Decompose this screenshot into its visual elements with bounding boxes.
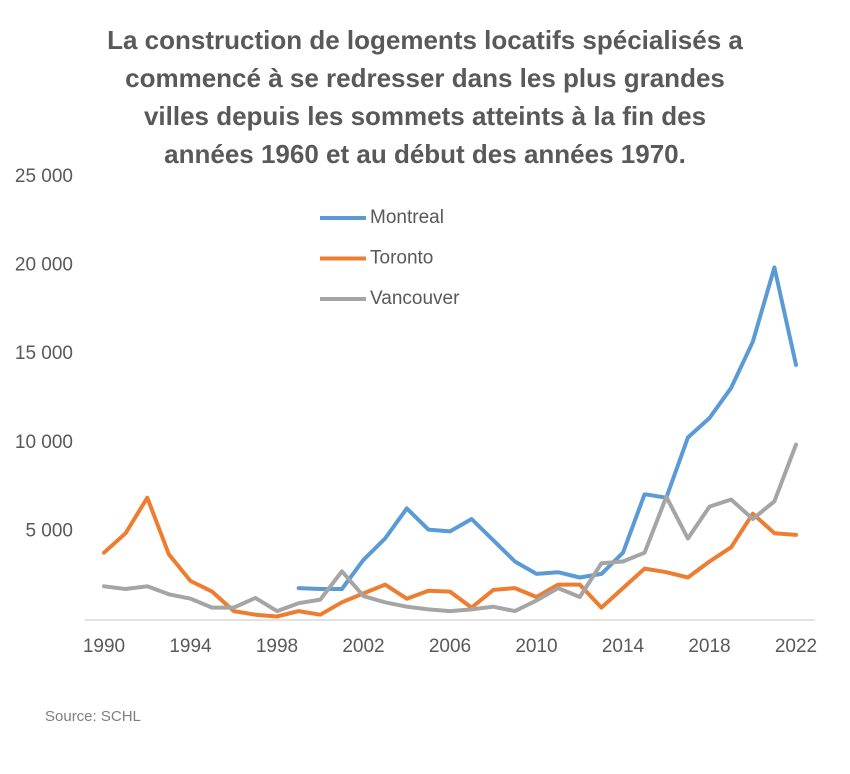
x-tick-label: 2018: [688, 636, 730, 657]
x-tick-label: 1994: [169, 636, 212, 657]
y-tick-label: 10 000: [15, 432, 73, 453]
series-line: [296, 265, 798, 591]
x-tick-label: 2006: [429, 636, 471, 657]
chart-title: La construction de logements locatifs sp…: [107, 25, 743, 55]
y-tick-label: 25 000: [15, 166, 73, 187]
y-tick-label: 15 000: [15, 343, 73, 364]
x-tick-label: 2014: [602, 636, 645, 657]
chart-title: commencé à se redresser dans les plus gr…: [125, 63, 725, 93]
x-tick-label: 1990: [83, 636, 125, 657]
x-tick-label: 2002: [342, 636, 384, 657]
chart-title: années 1960 et au début des années 1970.: [164, 139, 686, 169]
x-tick-label: 2022: [775, 636, 817, 657]
source: Source: SCHL: [45, 708, 141, 725]
legend-label: Montreal: [370, 207, 444, 228]
chart-title: villes depuis les sommets atteints à la …: [144, 101, 706, 131]
y-tick-label: 20 000: [15, 255, 73, 276]
x-tick-label: 1998: [256, 636, 298, 657]
series-line: [102, 442, 798, 614]
y-tick-label: 5 000: [25, 520, 73, 541]
legend-label: Toronto: [370, 248, 433, 269]
x-tick-label: 2010: [515, 636, 557, 657]
series-line: [102, 495, 798, 619]
legend-label: Vancouver: [370, 288, 460, 309]
